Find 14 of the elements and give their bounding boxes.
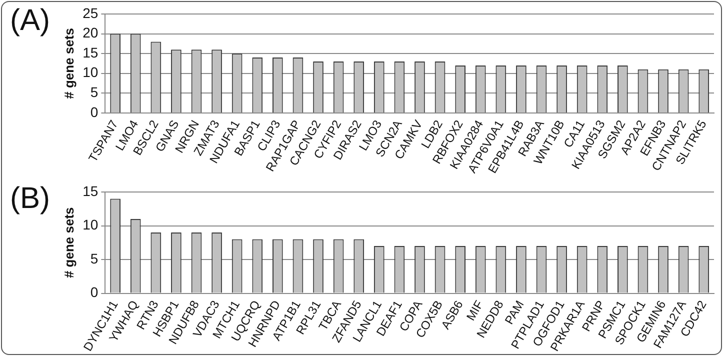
y-tick-label: 5 (90, 250, 98, 266)
y-axis-title: # gene sets (61, 28, 76, 99)
y-tick-label: 10 (82, 64, 98, 80)
y-tick-label: 10 (82, 216, 98, 233)
chart-title: (A) (10, 4, 50, 38)
y-axis-title: # gene sets (61, 207, 76, 278)
y-tick-label: 20 (82, 24, 98, 41)
chart-title: (B) (10, 182, 50, 216)
y-tick-label: 5 (90, 84, 98, 100)
y-tick-label: 0 (90, 284, 98, 300)
y-tick-label: 15 (82, 44, 98, 60)
y-tick-label: 15 (82, 182, 98, 199)
y-tick-label: 25 (82, 4, 98, 21)
y-tick-label: 0 (90, 104, 98, 120)
